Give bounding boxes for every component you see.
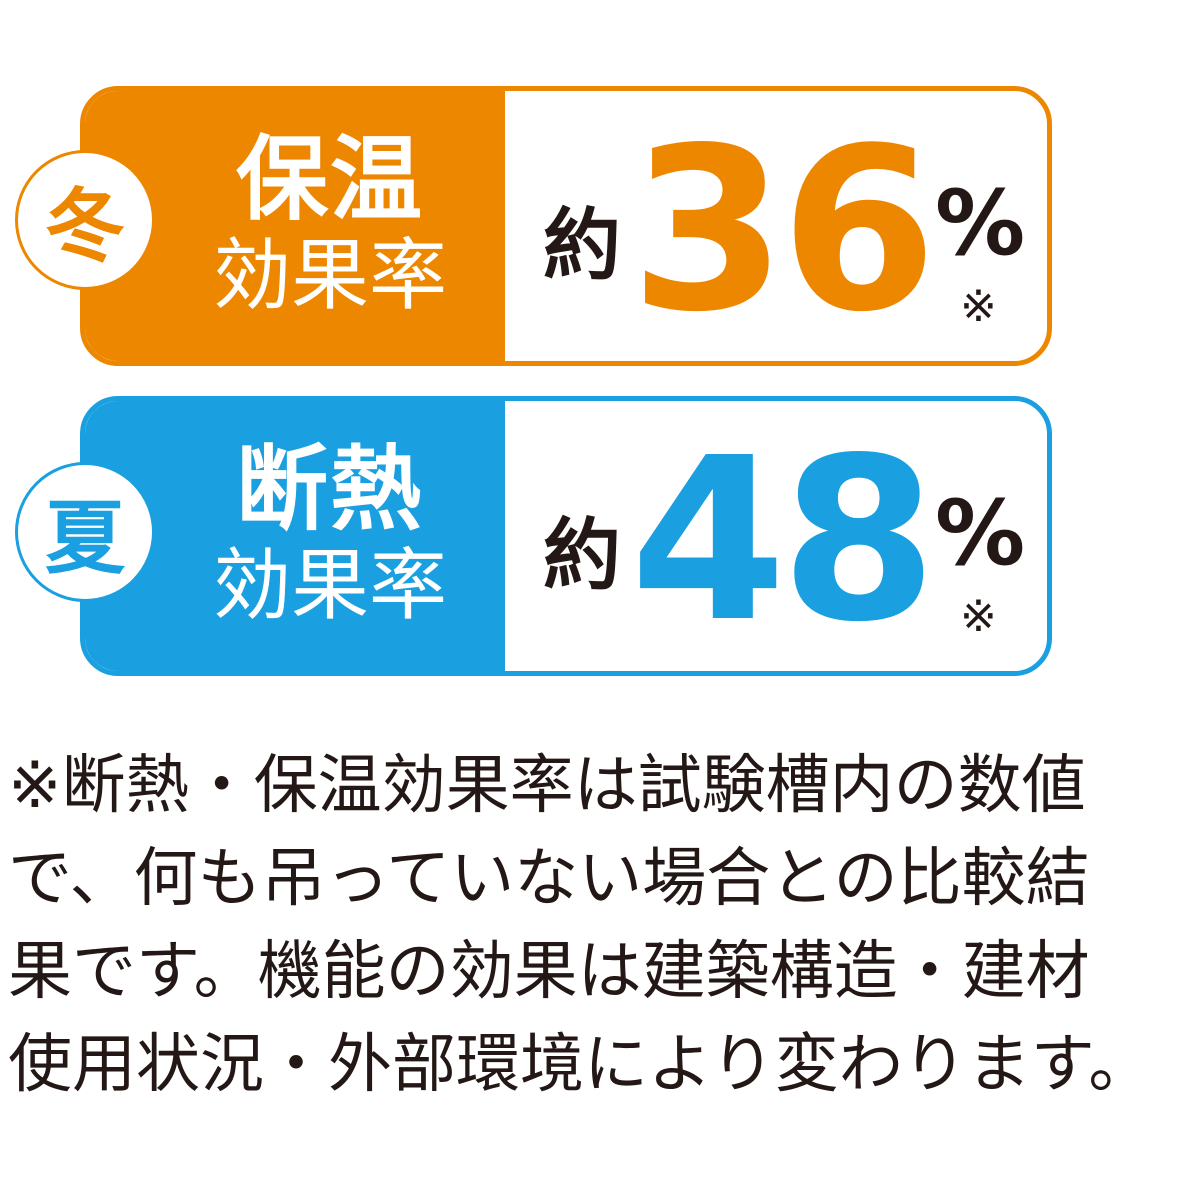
winter-card: 保温 効果率 約 36 % ※ [80,86,1052,366]
winter-title: 保温 [235,126,424,233]
summer-title: 断熱 [235,436,424,543]
percent-sign: % [935,481,1026,586]
winter-subtitle: 効果率 [212,231,447,321]
footnote-line: 使用状況・外部環境により変わります。 [8,1028,1153,1102]
footnote-line: ※断熱・保温効果率は試験槽内の数値 [8,749,1086,823]
winter-value: 約 36 % ※ [505,91,1047,361]
summer-value: 約 48 % ※ [505,401,1047,671]
winter-badge: 冬 [15,150,155,290]
approx-label: 約 [543,201,622,291]
summer-percent-value: 48 [630,410,937,672]
approx-label: 約 [543,511,622,601]
winter-percent-value: 36 [630,100,937,362]
footnote: ※断熱・保温効果率は試験槽内の数値 で、何も吊っていない場合との比較結 果です。… [8,740,1192,1112]
percent-sign: % [935,171,1026,276]
summer-subtitle: 効果率 [212,541,447,631]
footnote-line: 果です。機能の効果は建築構造・建材 [8,935,1090,1009]
winter-label: 保温 効果率 [85,91,505,361]
summer-card: 断熱 効果率 約 48 % ※ [80,396,1052,676]
summer-label: 断熱 効果率 [85,401,505,671]
note-mark: ※ [960,281,997,332]
summer-badge: 夏 [15,462,155,602]
note-mark: ※ [960,591,997,642]
footnote-line: で、何も吊っていない場合との比較結 [8,842,1090,916]
